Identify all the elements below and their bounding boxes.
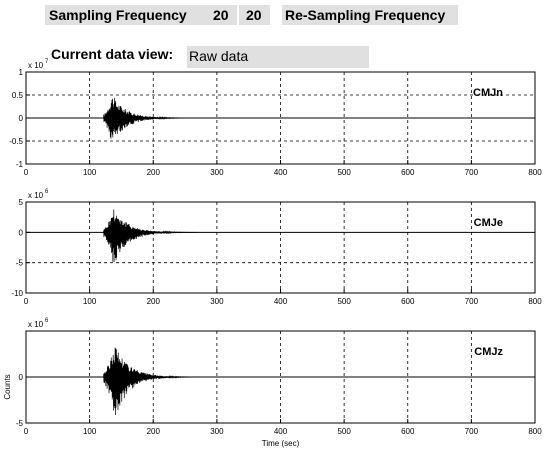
x-tick-label: 400 [274, 297, 288, 306]
y-tick-label: -10 [11, 289, 23, 298]
sampling-frequency-label: Sampling Frequency [45, 5, 205, 25]
x-axis-label: Time (sec) [262, 439, 300, 448]
x-tick-label: 0 [24, 168, 29, 177]
y-tick-label: -5 [16, 259, 24, 268]
waveform-trace [103, 209, 199, 263]
x-tick-label: 500 [337, 297, 351, 306]
station-label: CMJe [474, 217, 503, 229]
x-tick-label: 200 [147, 427, 161, 436]
x-tick-label: 300 [210, 297, 224, 306]
y-tick-label: -5 [16, 419, 24, 428]
y-tick-label: -0.5 [9, 137, 23, 146]
sampling-frequency-value[interactable]: 20 [205, 5, 237, 25]
current-data-view-label: Current data view: [51, 46, 174, 62]
resampling-frequency-label: Re-Sampling Frequency [282, 5, 458, 25]
x-tick-label: 300 [210, 427, 224, 436]
x-tick-label: 0 [24, 297, 29, 306]
x-tick-label: 200 [147, 297, 161, 306]
station-label: CMJn [473, 87, 503, 99]
x-tick-label: 600 [401, 297, 415, 306]
y-tick-label: 0 [19, 228, 24, 237]
y-axis-label: Counts [3, 374, 12, 399]
x-tick-label: 700 [465, 168, 479, 177]
axis-exponent: 7 [45, 59, 49, 65]
x-tick-label: 400 [274, 427, 288, 436]
waveform-trace [103, 98, 192, 139]
y-tick-label: 0 [19, 373, 24, 382]
station-label: CMJz [474, 346, 503, 358]
axis-exponent-base: x 10 [28, 320, 44, 329]
axis-exponent: 6 [45, 189, 49, 195]
x-tick-label: 500 [337, 427, 351, 436]
y-tick-label: 0.5 [12, 91, 24, 100]
x-tick-label: 0 [24, 427, 29, 436]
x-tick-label: 100 [83, 427, 97, 436]
waveform-trace [103, 347, 195, 415]
x-tick-label: 300 [210, 168, 224, 177]
y-tick-label: 5 [19, 198, 24, 207]
x-tick-label: 600 [401, 427, 415, 436]
y-tick-label: 0 [19, 114, 24, 123]
axis-exponent-base: x 10 [28, 61, 44, 70]
x-tick-label: 500 [337, 168, 351, 177]
x-tick-label: 800 [528, 297, 542, 306]
x-tick-label: 200 [147, 168, 161, 177]
y-tick-label: -1 [16, 160, 24, 169]
x-tick-label: 100 [83, 168, 97, 177]
x-tick-label: 700 [465, 427, 479, 436]
x-tick-label: 600 [401, 168, 415, 177]
current-data-view-value[interactable]: Raw data [187, 46, 369, 68]
x-tick-label: 800 [528, 168, 542, 177]
sampling-frequency-value-2[interactable]: 20 [239, 5, 270, 25]
axis-exponent: 6 [45, 318, 49, 324]
x-tick-label: 800 [528, 427, 542, 436]
axis-exponent-base: x 10 [28, 191, 44, 200]
y-tick-label: 1 [19, 68, 24, 77]
x-tick-label: 700 [465, 297, 479, 306]
x-tick-label: 100 [83, 297, 97, 306]
x-tick-label: 400 [274, 168, 288, 177]
